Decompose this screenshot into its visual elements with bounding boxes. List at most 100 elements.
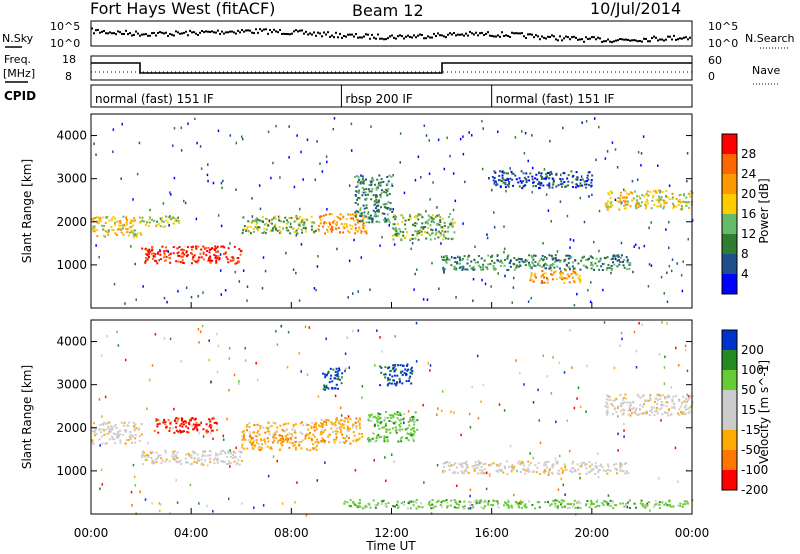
power-cell: [625, 192, 628, 195]
power-cell: [473, 258, 476, 261]
power-cell: [152, 252, 155, 255]
power-cell: [417, 213, 420, 216]
velocity-cell: [256, 423, 259, 426]
power-cell: [578, 274, 581, 277]
velocity-cell: [480, 506, 483, 509]
power-cell: [652, 194, 655, 197]
velocity-cell: [168, 427, 171, 430]
nsky-point: [681, 37, 683, 40]
velocity-cell: [327, 370, 330, 373]
power-cell: [566, 277, 569, 280]
power-cell: [537, 187, 540, 190]
power-cell: [370, 190, 373, 193]
nsky-point: [385, 38, 387, 41]
velocity-cell: [368, 503, 371, 506]
velocity-noise-cell: [649, 509, 651, 512]
power-cell: [379, 184, 382, 187]
velocity-cell: [404, 368, 407, 371]
power-cell: [583, 255, 586, 258]
power-noise-cell: [313, 287, 316, 290]
velocity-cell: [566, 507, 569, 510]
power-cell: [147, 256, 150, 259]
velocity-noise-cell: [228, 357, 231, 360]
velocity-cell: [669, 414, 672, 417]
nsky-point: [405, 35, 407, 38]
velocity-cell: [625, 462, 628, 465]
power-cell: [374, 196, 377, 199]
velocity-cell: [406, 507, 409, 510]
power-cell: [377, 201, 380, 204]
velocity-cell: [173, 419, 176, 422]
velocity-noise-cell: [613, 366, 616, 370]
power-cell: [417, 238, 420, 241]
power-cell: [247, 229, 250, 232]
nsky-point: [203, 31, 205, 34]
velocity-noise-cell: [339, 406, 342, 410]
velocity-cell: [446, 506, 449, 509]
power-noise-cell: [440, 255, 443, 259]
velocity-cell: [398, 428, 401, 431]
velocity-noise-cell: [198, 431, 201, 435]
nsky-point: [475, 31, 477, 34]
power-cell: [102, 234, 105, 237]
velocity-cell: [315, 428, 318, 431]
velocity-cell: [679, 405, 682, 408]
velocity-cell: [160, 457, 163, 460]
power-noise-cell: [436, 206, 438, 209]
velocity-cell: [625, 397, 628, 400]
power-cell: [384, 220, 387, 223]
power-cell: [361, 177, 364, 180]
power-cell: [400, 238, 403, 241]
velocity-cell: [327, 435, 330, 438]
velocity-cell: [186, 461, 189, 464]
power-cell: [550, 269, 553, 272]
nsky-point: [95, 29, 97, 32]
power-cell: [618, 263, 621, 266]
velocity-cell: [543, 472, 546, 475]
nsearch-tick-hi: 10^5: [708, 20, 738, 33]
nsky-point: [161, 31, 163, 34]
power-noise-cell: [417, 155, 420, 159]
nsky-point: [393, 36, 395, 39]
velocity-cell: [208, 418, 211, 421]
nsky-point: [267, 32, 269, 35]
power-noise-cell: [665, 195, 667, 198]
velocity-cell: [396, 428, 399, 431]
velocity-cell: [178, 429, 181, 432]
velocity-cell: [155, 458, 158, 461]
power-noise-cell: [595, 158, 597, 162]
velocity-cell: [392, 422, 395, 425]
velocity-cell: [204, 454, 207, 457]
velocity-cell: [162, 421, 165, 424]
velocity-cell: [331, 422, 334, 425]
power-cell: [270, 222, 273, 225]
power-noise-cell: [559, 200, 562, 203]
nsky-point: [295, 29, 297, 32]
velocity-cell: [358, 432, 361, 435]
power-cell: [493, 170, 496, 173]
power-cell: [606, 204, 609, 207]
power-cell: [395, 229, 398, 232]
velocity-cell: [172, 452, 175, 455]
velocity-cell: [551, 472, 554, 475]
nsky-point: [251, 31, 253, 34]
velocity-cell: [246, 447, 249, 450]
nsky-point: [181, 32, 183, 35]
velocity-cell: [409, 375, 412, 378]
velocity-cell: [354, 421, 357, 424]
power-noise-cell: [681, 289, 684, 293]
power-noise-cell: [112, 128, 115, 131]
power-cell: [125, 221, 128, 224]
velocity-cell: [399, 370, 402, 373]
nsearch-tick-lo: 10^0: [708, 37, 738, 50]
velocity-cell: [568, 506, 571, 509]
power-cell: [437, 215, 440, 218]
velocity-cell: [595, 500, 598, 503]
velocity-cell: [107, 433, 110, 436]
velocity-cell: [187, 427, 190, 430]
power-cell: [347, 213, 350, 216]
velocity-noise-cell: [579, 405, 582, 409]
power-cell: [358, 220, 361, 223]
velocity-noise-cell: [509, 444, 512, 448]
velocity-noise-cell: [661, 321, 663, 324]
